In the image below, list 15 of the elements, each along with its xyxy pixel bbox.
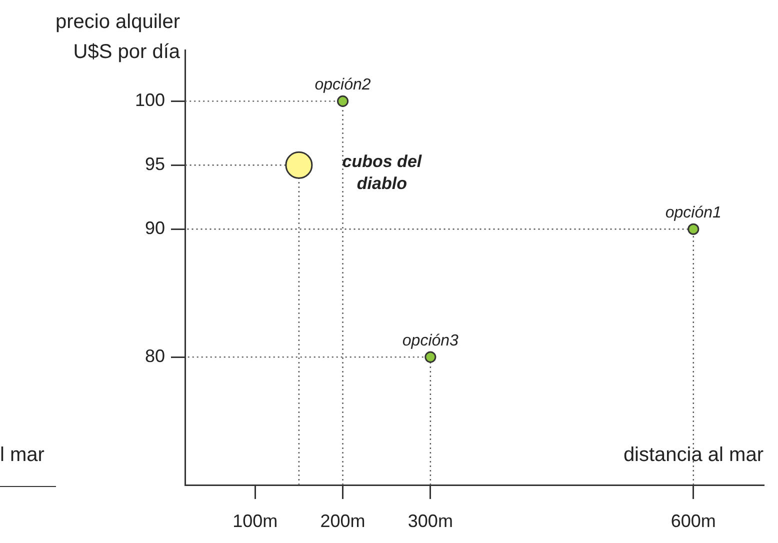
annotation: opción1: [665, 204, 722, 222]
x-tick-label: 200m: [320, 510, 366, 531]
y-axis-title: precio alquiler U$S por día: [55, 11, 181, 63]
annotation: opción2: [314, 76, 371, 94]
y-tick-label: 100: [134, 90, 165, 110]
text: l mar: [0, 444, 45, 466]
x-tick-label: 300m: [408, 510, 453, 531]
y-tick-label: 95: [144, 154, 165, 174]
x-tick-label: 100m: [232, 510, 278, 531]
y-tick-label: 90: [144, 218, 165, 238]
annotation: cubos del diablo: [342, 152, 423, 193]
x-tick-label: 600m: [670, 510, 716, 531]
y-tick-label: 80: [144, 346, 165, 366]
x-axis-title: distancia al mar: [623, 444, 764, 466]
annotation: opción3: [402, 332, 459, 350]
